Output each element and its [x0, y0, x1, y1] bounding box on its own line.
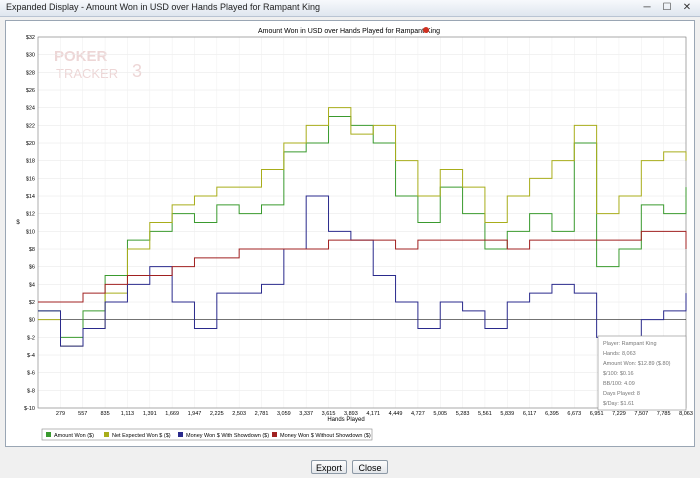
x-tick-label: 5,005 — [433, 411, 447, 417]
stats-bb100: BB/100: 4.09 — [603, 381, 635, 387]
y-tick-label: $8 — [29, 247, 35, 253]
x-tick-label: 5,839 — [500, 411, 514, 417]
export-button[interactable]: Export — [311, 460, 347, 474]
y-tick-label: $22 — [26, 123, 35, 129]
y-tick-label: $-6 — [27, 371, 35, 377]
y-tick-label: $32 — [26, 35, 35, 41]
x-tick-label: 1,113 — [121, 411, 134, 417]
x-tick-label: 4,171 — [366, 411, 380, 417]
x-axis-label: Hands Played — [327, 417, 364, 423]
x-tick-label: 6,117 — [523, 411, 536, 417]
x-tick-label: 8,063 — [679, 411, 693, 417]
y-tick-label: $12 — [26, 212, 35, 218]
amount-won-chart: Amount Won in USD over Hands Played for … — [16, 27, 693, 441]
x-tick-label: 2,225 — [210, 411, 224, 417]
series-line-4 — [38, 230, 687, 303]
x-tick-label: 1,391 — [143, 411, 157, 417]
chart-panel: Amount Won in USD over Hands Played for … — [5, 20, 695, 447]
y-tick-label: $-2 — [27, 335, 35, 341]
series-line-3 — [38, 195, 687, 347]
x-tick-label: 5,283 — [456, 411, 470, 417]
y-tick-label: $4 — [29, 282, 35, 288]
series-line-2 — [38, 107, 687, 347]
x-tick-label: 4,727 — [411, 411, 425, 417]
x-tick-label: 5,561 — [478, 411, 492, 417]
series-line-1 — [38, 116, 687, 338]
legend-amount-won: Amount Won ($) — [54, 433, 94, 439]
x-tick-label: 7,229 — [612, 411, 626, 417]
y-tick-label: $10 — [26, 229, 35, 235]
stats-box: Player: Rampant King Hands: 8,063 Amount… — [597, 335, 687, 411]
x-tick-label: 835 — [101, 411, 110, 417]
y-axis-label: $ — [16, 220, 20, 226]
watermark-line2: TRACKER — [56, 66, 118, 81]
y-tick-label: $30 — [26, 53, 35, 59]
red-marker-icon — [423, 27, 429, 33]
maximize-button[interactable]: ☐ — [662, 2, 672, 13]
legend-with-showdown: Money Won $ With Showdown ($) — [186, 433, 269, 439]
x-tick-label: 6,395 — [545, 411, 559, 417]
plot-area — [37, 36, 687, 409]
legend: Amount Won ($) Net Expected Won $ ($) Mo… — [41, 428, 373, 441]
y-tick-label: $2 — [29, 300, 35, 306]
y-tick-label: $24 — [26, 106, 35, 112]
stats-amount-won: Amount Won: $12.89 ($.80) — [603, 361, 671, 367]
y-tick-label: $18 — [26, 159, 35, 165]
close-button[interactable]: Close — [352, 460, 388, 474]
x-tick-label: 6,673 — [567, 411, 581, 417]
watermark-digit: 3 — [132, 61, 142, 81]
close-window-button[interactable]: ✕ — [682, 2, 692, 13]
x-tick-label: 2,503 — [232, 411, 246, 417]
window-title: Expanded Display - Amount Won in USD ove… — [6, 2, 320, 12]
y-tick-label: $20 — [26, 141, 35, 147]
window-titlebar: Expanded Display - Amount Won in USD ove… — [0, 0, 700, 17]
stats-days: Days Played: 8 — [603, 391, 640, 397]
x-tick-label: 3,337 — [299, 411, 313, 417]
watermark-logo: POKER TRACKER 3 — [54, 48, 142, 81]
legend-without-showdown: Money Won $ Without Showdown ($) — [280, 433, 371, 439]
x-tick-label: 279 — [56, 411, 65, 417]
stats-player: Player: Rampant King — [603, 341, 657, 347]
y-tick-label: $14 — [26, 194, 35, 200]
y-tick-label: $26 — [26, 88, 35, 94]
stats-hands: Hands: 8,063 — [603, 351, 636, 357]
x-tick-label: 3,059 — [277, 411, 291, 417]
y-tick-label: $-10 — [24, 406, 35, 412]
stats-per100: $/100: $0.16 — [603, 371, 634, 377]
x-tick-label: 557 — [78, 411, 87, 417]
x-tick-label: 1,669 — [165, 411, 179, 417]
x-tick-label: 6,951 — [590, 411, 604, 417]
minimize-button[interactable]: ─ — [643, 2, 651, 13]
y-tick-label: $16 — [26, 176, 35, 182]
y-tick-label: $-4 — [27, 353, 35, 359]
x-tick-label: 2,781 — [255, 411, 269, 417]
y-tick-label: $0 — [29, 318, 35, 324]
legend-net-expected: Net Expected Won $ ($) — [112, 433, 171, 439]
x-tick-label: 7,785 — [657, 411, 671, 417]
x-tick-label: 4,449 — [389, 411, 403, 417]
x-tick-label: 3,893 — [344, 411, 358, 417]
y-tick-label: $-8 — [27, 388, 35, 394]
y-tick-label: $28 — [26, 70, 35, 76]
chart-title: Amount Won in USD over Hands Played for … — [258, 28, 440, 35]
x-tick-label: 7,507 — [634, 411, 648, 417]
x-tick-label: 1,947 — [188, 411, 202, 417]
x-tick-label: 3,615 — [322, 411, 336, 417]
watermark-line1: POKER — [54, 48, 108, 65]
y-tick-label: $6 — [29, 265, 35, 271]
stats-per-day: $/Day: $1.61 — [603, 401, 634, 407]
